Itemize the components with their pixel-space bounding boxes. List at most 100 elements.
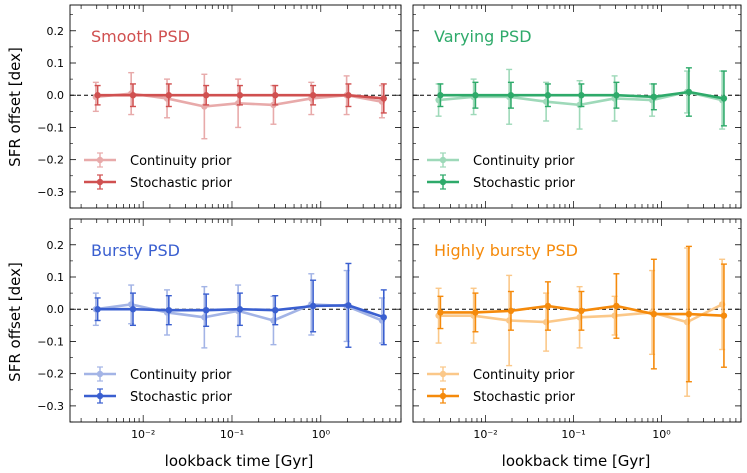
legend-label: Continuity prior [130, 368, 232, 383]
series-stochastic-prior [437, 245, 728, 383]
panel-0: 0.2 0.1 0.0 −0.1 −0.2 −0.3 Smooth PSD Continuit… [37, 4, 402, 209]
data-point [507, 307, 515, 315]
y-tick-label: 0.1 [47, 57, 65, 70]
data-point [129, 92, 137, 99]
legend-continuity-prior: Continuity prior [84, 366, 232, 383]
legend-stochastic-prior: Stochastic prior [84, 388, 233, 405]
legend-stochastic-prior: Stochastic prior [84, 174, 233, 191]
data-point [720, 312, 728, 319]
data-point [345, 92, 352, 99]
data-point [507, 92, 515, 99]
x-axis-label-left: lookback time [Gyr] [165, 452, 314, 470]
data-point [345, 302, 352, 309]
panel-title: Varying PSD [434, 27, 532, 46]
series-stochastic-prior [437, 67, 728, 127]
data-point [685, 88, 693, 96]
legend-label: Continuity prior [130, 154, 232, 169]
y-tick-label: −0.2 [37, 368, 64, 381]
legend-marker [96, 370, 104, 378]
data-point [380, 314, 387, 321]
data-point [437, 309, 444, 316]
y-axis-label-top: SFR offset [dex] [6, 47, 24, 167]
data-point [472, 309, 479, 316]
y-tick-label: −0.3 [37, 186, 64, 199]
panel-frame [69, 4, 402, 209]
data-point [613, 92, 620, 99]
data-point [202, 306, 210, 314]
data-point [380, 95, 387, 102]
data-point [437, 92, 444, 99]
y-tick-label: −0.1 [37, 335, 64, 348]
data-point [472, 92, 479, 99]
data-point [165, 92, 173, 99]
legend-label: Continuity prior [473, 368, 575, 383]
x-tick-label: 10⁻² [473, 428, 497, 441]
panel-3: 10⁻² 10⁻¹ 10⁰ Highly bursty PSD Continuity p… [412, 218, 742, 441]
data-point [202, 92, 210, 99]
legend-continuity-prior: Continuity prior [84, 152, 232, 169]
data-point [236, 92, 244, 99]
data-point [720, 95, 728, 102]
data-point [94, 92, 101, 99]
series-continuity-prior [92, 71, 386, 140]
x-tick-label: 10⁰ [312, 428, 331, 441]
series-continuity-prior [435, 68, 726, 130]
legend-label: Stochastic prior [130, 390, 233, 405]
data-point [309, 92, 317, 99]
data-point [578, 92, 585, 99]
data-point [309, 302, 317, 310]
y-tick-label: −0.3 [37, 400, 64, 413]
legend-marker [439, 178, 447, 186]
y-tick-label: −0.1 [37, 121, 64, 134]
legend-label: Stochastic prior [473, 176, 576, 191]
legend-label: Stochastic prior [473, 390, 576, 405]
legend-marker [96, 156, 104, 164]
legend-stochastic-prior: Stochastic prior [427, 388, 576, 405]
legend-continuity-prior: Continuity prior [427, 152, 575, 169]
x-tick-label: 10⁻² [131, 428, 155, 441]
y-tick-label: 0.0 [47, 303, 65, 316]
panel-title: Smooth PSD [91, 27, 190, 46]
y-tick-label: −0.2 [37, 154, 64, 167]
legend-marker [96, 392, 104, 400]
panel-frame [69, 218, 402, 423]
legend-label: Stochastic prior [130, 176, 233, 191]
data-point [613, 302, 620, 310]
y-tick-label: 0.0 [47, 89, 65, 102]
data-point [544, 302, 552, 310]
x-tick-label: 10⁻¹ [561, 428, 585, 441]
legend-continuity-prior: Continuity prior [427, 366, 575, 383]
data-point [94, 306, 101, 313]
legend-marker [439, 392, 447, 400]
x-axis-label-right: lookback time [Gyr] [502, 452, 651, 470]
data-point [685, 310, 693, 318]
series-stochastic-prior [94, 262, 387, 348]
y-axis-label-bottom: SFR offset [dex] [6, 262, 24, 382]
data-point [272, 306, 279, 314]
panel-title: Highly bursty PSD [434, 241, 578, 260]
panel-1: Varying PSD Continuity prior Stochastic pr… [412, 4, 742, 209]
data-point [129, 306, 137, 313]
data-point [165, 306, 173, 314]
series-stochastic-prior [94, 83, 387, 114]
data-point [544, 92, 552, 99]
panel-title: Bursty PSD [91, 241, 180, 260]
panel-2: 0.2 0.1 0.0 −0.1 −0.2 −0.3 10⁻² 10⁻¹ 10⁰ Bursty P… [37, 218, 402, 441]
panel-frame [412, 4, 742, 209]
panel-frame [412, 218, 742, 423]
data-point [650, 310, 658, 318]
y-tick-label: 0.1 [47, 271, 65, 284]
data-point [650, 93, 658, 101]
y-tick-label: 0.2 [47, 239, 65, 252]
legend-marker [439, 370, 447, 378]
data-point [272, 92, 279, 99]
data-point [578, 307, 585, 315]
x-tick-label: 10⁰ [652, 428, 671, 441]
x-tick-label: 10⁻¹ [220, 428, 244, 441]
legend-label: Continuity prior [473, 154, 575, 169]
legend-stochastic-prior: Stochastic prior [427, 174, 576, 191]
legend-marker [96, 178, 104, 186]
data-point [236, 306, 244, 313]
legend-marker [439, 156, 447, 164]
